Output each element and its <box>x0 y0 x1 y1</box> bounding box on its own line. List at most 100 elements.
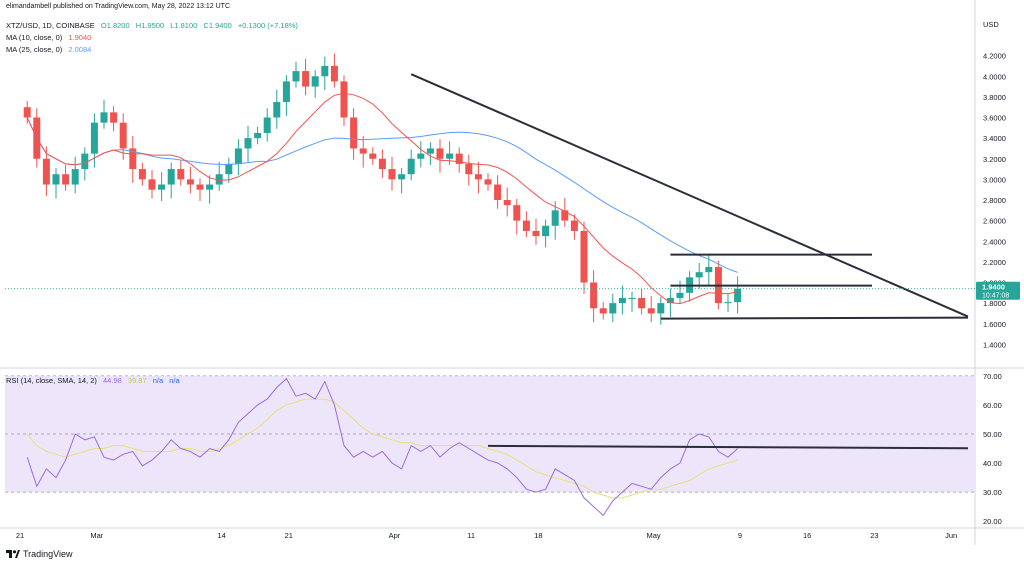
candle-body <box>359 148 367 154</box>
candle-body <box>618 297 626 304</box>
rsi-tick-label: 30.00 <box>983 488 1002 497</box>
time-tick-label: 18 <box>534 531 542 540</box>
candle-body <box>551 210 559 226</box>
trendlines <box>410 73 969 320</box>
price-tick-label: 1.6000 <box>983 320 1006 329</box>
price-axis: USD 4.2000 4.0000 3.8000 3.6000 3.4000 3.2000 3… <box>5 20 1020 349</box>
candle-body <box>417 153 425 159</box>
time-tick-label: Mar <box>90 531 103 540</box>
candle-body <box>666 297 674 304</box>
symbol-legend: XTZ/USD, 1D, COINBASE O1.8200 H1.9500 L1… <box>6 21 302 30</box>
candle-body <box>244 138 252 149</box>
candle-body <box>42 158 50 185</box>
rsi-tick-label: 50.00 <box>983 430 1002 439</box>
candle-body <box>561 210 569 221</box>
candle-body <box>100 112 108 123</box>
candle-body <box>388 169 396 180</box>
candle-body <box>407 158 415 175</box>
rsi-tick-label: 40.00 <box>983 459 1002 468</box>
rsi-line <box>26 377 738 517</box>
low-value: L1.8100 <box>170 21 198 30</box>
candle-body <box>110 112 118 123</box>
candle-body <box>609 303 617 314</box>
brand-name: TradingView <box>23 549 73 559</box>
ma25-value: 2.0084 <box>68 45 92 54</box>
candle-body <box>398 174 406 180</box>
publisher-line: elimandambell published on TradingView.c… <box>6 3 230 10</box>
candle-body <box>158 184 166 190</box>
ma10-value: 1.9040 <box>68 33 92 42</box>
candle-body <box>657 303 665 314</box>
candle-body <box>167 169 175 185</box>
tradingview-brand[interactable]: TradingView <box>6 549 73 559</box>
price-tick-label: 2.6000 <box>983 217 1006 226</box>
change-value: +0.1300 (+7.18%) <box>237 21 298 30</box>
time-tick-label: 11 <box>467 531 475 540</box>
rsi-sma-value: 39.87 <box>127 376 147 385</box>
ma25-legend[interactable]: MA (25, close, 0) 2.0084 <box>6 45 95 54</box>
candle-body <box>513 205 521 221</box>
candle-body <box>570 220 578 231</box>
ma10-legend[interactable]: MA (10, close, 0) 1.9040 <box>6 33 95 42</box>
time-tick-label: May <box>647 531 661 540</box>
candle-body <box>321 65 329 77</box>
time-axis: 21Mar1421Apr1118May91623Jun1320 <box>16 531 957 540</box>
price-tick-label: 4.0000 <box>983 72 1006 81</box>
rsi-trendline <box>487 444 969 450</box>
tradingview-logo-icon <box>6 550 20 558</box>
rsi-tick-label: 60.00 <box>983 401 1002 410</box>
time-tick-label: 21 <box>16 531 24 540</box>
candle-body <box>177 169 185 180</box>
candle-body <box>542 225 550 237</box>
candle-body <box>62 174 70 185</box>
candle-body <box>522 220 530 231</box>
candle-body <box>638 297 646 309</box>
ma10-line <box>26 92 738 305</box>
candle-body <box>599 308 607 314</box>
ma10-label: MA (10, close, 0) <box>6 33 63 42</box>
ma25-label: MA (25, close, 0) <box>6 45 63 54</box>
price-tick-label: 2.4000 <box>983 237 1006 246</box>
candle-body <box>474 174 482 180</box>
candle-body <box>311 76 319 87</box>
rsi-value: 44.98 <box>102 376 122 385</box>
candle-body <box>282 81 290 103</box>
candle-body <box>90 122 98 154</box>
candle-body <box>590 282 598 309</box>
trendline <box>410 73 969 318</box>
open-value: O1.8200 <box>100 21 130 30</box>
candle-body <box>292 71 300 82</box>
candle-body <box>263 117 271 133</box>
candle-body <box>71 169 79 185</box>
price-tick-label: 3.6000 <box>983 114 1006 123</box>
last-price-tag <box>976 281 1020 300</box>
time-tick-label: 9 <box>738 531 742 540</box>
price-tick-label: 3.8000 <box>983 93 1006 102</box>
countdown-label: 10:47:08 <box>982 293 1009 300</box>
price-axis-unit: USD <box>983 20 999 29</box>
candle-body <box>676 292 684 298</box>
rsi-label: RSI (14, close, SMA, 14, 2) <box>6 376 97 385</box>
trendline <box>660 316 969 320</box>
candle-body <box>378 158 386 170</box>
price-tick-label: 4.2000 <box>983 52 1006 61</box>
close-value: C1.9400 <box>203 21 232 30</box>
price-tick-label: 3.4000 <box>983 134 1006 143</box>
rsi-legend[interactable]: RSI (14, close, SMA, 14, 2) 44.98 39.87 … <box>6 376 184 385</box>
symbol-label: XTZ/USD, 1D, COINBASE <box>6 21 95 30</box>
candle-body <box>119 122 127 149</box>
candle-body <box>369 153 377 159</box>
time-tick-label: 21 <box>285 531 293 540</box>
price-tick-label: 1.8000 <box>983 299 1006 308</box>
time-tick-label: 16 <box>803 531 811 540</box>
candle-body <box>426 148 434 154</box>
candle-body <box>340 81 348 118</box>
candle-body <box>138 169 146 180</box>
moving-averages <box>26 92 738 305</box>
rsi-panel: 70.00 60.00 50.00 40.00 30.00 20.00 <box>5 372 1002 526</box>
candle-body <box>484 179 492 185</box>
candle-body <box>580 230 588 283</box>
price-plot-bg <box>5 15 975 365</box>
price-tick-label: 3.0000 <box>983 175 1006 184</box>
